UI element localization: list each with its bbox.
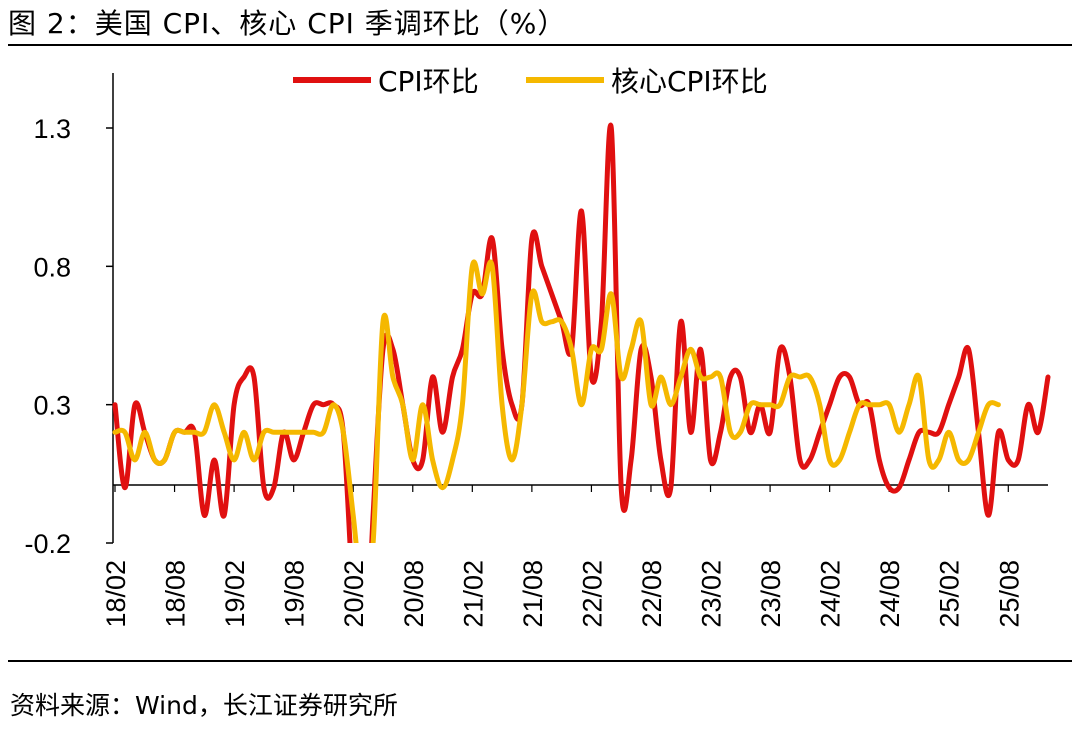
- figure-title: 图 2：美国 CPI、核心 CPI 季调环比（%）: [8, 7, 567, 40]
- title-rule: [8, 44, 1072, 46]
- y-tick-label: 1.3: [33, 114, 71, 144]
- x-tick-label: 24/08: [875, 560, 905, 628]
- x-tick-label: 24/02: [816, 560, 846, 628]
- chart-lines: [112, 122, 1051, 543]
- series-line-cpi: [112, 122, 1051, 543]
- x-tick-label: 25/02: [935, 560, 965, 628]
- x-tick-label: 25/08: [994, 560, 1024, 628]
- y-tick-label: 0.3: [33, 391, 71, 421]
- legend-label-core-cpi: 核心CPI环比: [611, 65, 768, 98]
- x-tick-label: 23/02: [697, 560, 727, 628]
- legend-label-cpi: CPI环比: [378, 65, 479, 98]
- x-tick-label: 23/08: [756, 560, 786, 628]
- chart-axes: 1.3 0.8 0.3 -0.2 18/02 18/08 19/02 19/08 20/02 20…: [24, 73, 1048, 628]
- x-tick-label: 21/02: [458, 560, 488, 628]
- series-line-core-cpi: [112, 259, 1001, 543]
- x-tick-label: 19/02: [220, 560, 250, 628]
- x-tick-label: 22/08: [637, 560, 667, 628]
- x-tick-label: 20/08: [399, 560, 429, 628]
- y-tick-label: -0.2: [24, 529, 71, 559]
- chart-legend: CPI环比 核心CPI环比: [293, 65, 768, 98]
- footer-rule: [8, 660, 1072, 662]
- source-note: 资料来源：Wind，长江证券研究所: [10, 691, 398, 720]
- x-tick-label: 18/08: [161, 560, 191, 628]
- x-tick-label: 21/08: [518, 560, 548, 628]
- y-tick-label: 0.8: [33, 252, 71, 282]
- x-tick-label: 20/02: [339, 560, 369, 628]
- x-tick-label: 19/08: [280, 560, 310, 628]
- x-tick-label: 22/02: [577, 560, 607, 628]
- x-tick-label: 18/02: [101, 560, 131, 628]
